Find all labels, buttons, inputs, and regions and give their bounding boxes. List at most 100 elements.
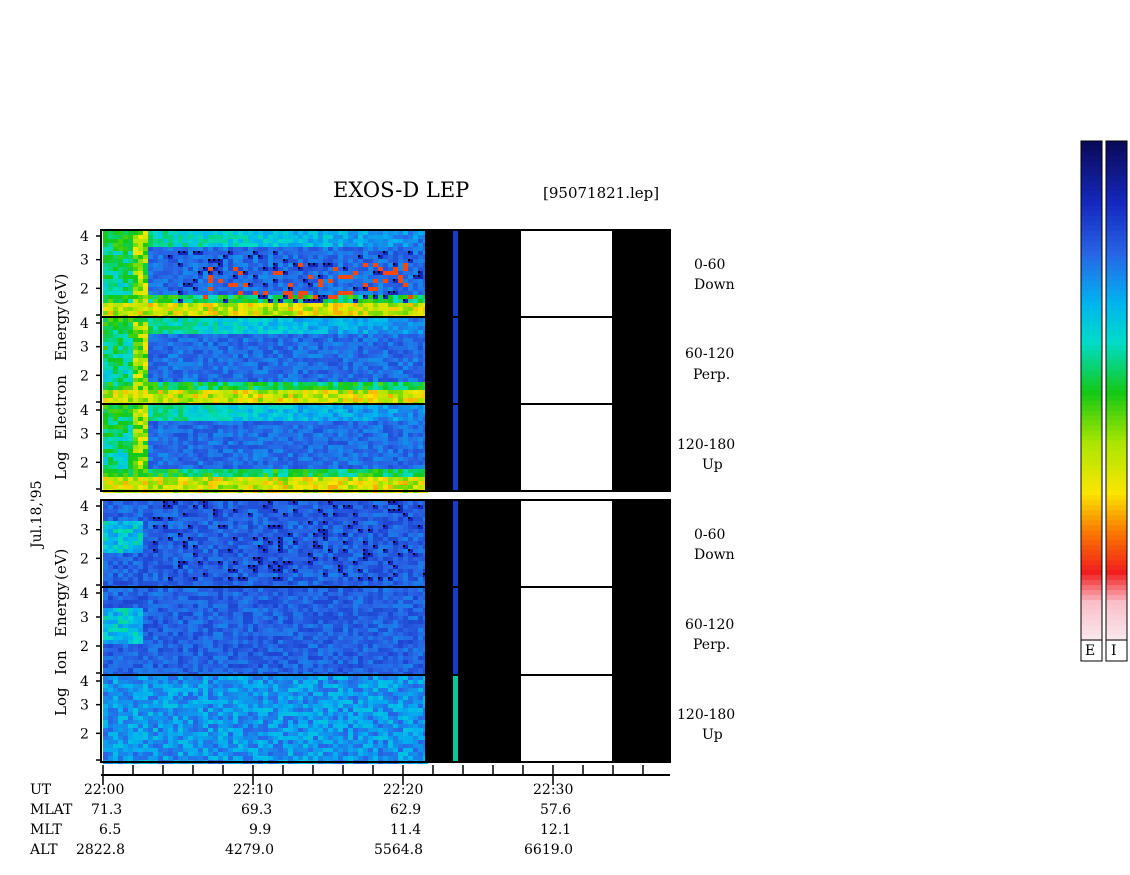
spectrogram-cell: [333, 255, 338, 259]
spectrogram-cell: [238, 421, 243, 425]
spectrogram-cell: [163, 441, 168, 445]
spectrogram-cell: [348, 413, 353, 417]
spectrogram-cell: [248, 477, 253, 481]
spectrogram-cell: [243, 569, 248, 573]
spectrogram-cell: [203, 473, 208, 477]
spectrogram-cell: [408, 311, 413, 315]
spectrogram-cell: [128, 247, 133, 251]
spectrogram-cell: [158, 537, 163, 541]
spectrogram-cell: [138, 573, 143, 577]
spectrogram-cell: [413, 287, 418, 291]
spectrogram-cell: [123, 275, 128, 279]
spectrogram-cell: [373, 346, 378, 350]
spectrogram-cell: [363, 382, 368, 386]
spectrogram-cell: [328, 283, 333, 287]
spectrogram-cell: [338, 405, 343, 409]
spectrogram-cell: [243, 390, 248, 394]
spectrogram-cell: [208, 231, 213, 235]
spectrogram-cell: [418, 239, 423, 243]
spectrogram-cell: [333, 358, 338, 362]
spectrogram-cell: [178, 501, 183, 505]
spectrogram-cell: [243, 378, 248, 382]
spectrogram-cell: [403, 303, 408, 307]
spectrogram-cell: [193, 413, 198, 417]
spectrogram-cell: [378, 390, 383, 394]
spectrogram-cell: [268, 251, 273, 255]
spectrogram-cell: [103, 501, 108, 505]
spectrogram-cell: [343, 338, 348, 342]
spectrogram-cell: [328, 350, 333, 354]
spectrogram-cell: [418, 453, 423, 457]
spectrogram-cell: [313, 378, 318, 382]
spectrogram-cell: [173, 405, 178, 409]
spectrogram-cell: [253, 485, 258, 489]
spectrogram-cell: [138, 565, 143, 569]
spectrogram-cell: [188, 279, 193, 283]
spectrogram-cell: [318, 255, 323, 259]
spectrogram-cell: [343, 299, 348, 303]
spectrogram-cell: [113, 307, 118, 311]
spectrogram-cell: [403, 425, 408, 429]
spectrogram-cell: [323, 330, 328, 334]
spectrogram-cell: [223, 338, 228, 342]
spectrogram-cell: [173, 417, 178, 421]
spectrogram-cell: [213, 429, 218, 433]
spectrogram-cell: [353, 394, 358, 398]
spectrogram-cell: [338, 374, 343, 378]
no-data-white: [521, 231, 612, 317]
spectrogram-cell: [263, 453, 268, 457]
spectrogram-cell: [248, 457, 253, 461]
spectrogram-cell: [418, 311, 423, 315]
speckle: [213, 267, 215, 269]
spectrogram-cell: [258, 517, 263, 521]
spectrogram-cell: [353, 461, 358, 465]
spectrogram-cell: [313, 457, 318, 461]
spectrogram-cell: [408, 433, 413, 437]
spectrogram-cell: [248, 338, 253, 342]
spectrogram-cell: [118, 275, 123, 279]
spectrogram-cell: [118, 334, 123, 338]
spectrogram-cell: [283, 481, 288, 485]
spectrogram-cell: [398, 279, 403, 283]
spectrogram-cell: [133, 437, 138, 441]
spectrogram-cell: [213, 322, 218, 326]
spectrogram-cell: [113, 565, 118, 569]
spectrogram-cell: [343, 366, 348, 370]
spectrogram-cell: [263, 405, 268, 409]
spectrogram-cell: [258, 437, 263, 441]
spectrogram-cell: [178, 350, 183, 354]
spectrogram-cell: [178, 271, 183, 275]
spectrogram-cell: [328, 445, 333, 449]
spectrogram-cell: [283, 366, 288, 370]
spectrogram-cell: [233, 295, 238, 299]
spectrogram-cell: [113, 445, 118, 449]
spectrogram-cell: [163, 318, 168, 322]
spectrogram-cell: [213, 374, 218, 378]
spectrogram-cell: [138, 433, 143, 437]
spectrogram-cell: [368, 279, 373, 283]
spectrogram-cell: [243, 573, 248, 577]
spectrogram-cell: [418, 370, 423, 374]
spectrogram-cell: [298, 362, 303, 366]
spectrogram-cell: [123, 287, 128, 291]
spectrogram-cell: [278, 417, 283, 421]
spectrogram-cell: [283, 307, 288, 311]
spectrogram-cell: [343, 283, 348, 287]
spectrogram-cell: [288, 425, 293, 429]
spectrogram-cell: [168, 338, 173, 342]
spectrogram-cell: [363, 449, 368, 453]
spectrogram-cell: [213, 565, 218, 569]
spectrogram-cell: [258, 473, 263, 477]
spectrogram-cell: [288, 465, 293, 469]
spectrogram-cell: [183, 485, 188, 489]
spectrogram-cell: [143, 346, 148, 350]
spectrogram-cell: [173, 533, 178, 537]
spectrogram-cell: [393, 457, 398, 461]
spectrogram-cell: [223, 303, 228, 307]
spectrogram-cell: [368, 283, 373, 287]
spectrogram-cell: [113, 417, 118, 421]
spectrogram-cell: [173, 553, 178, 557]
spectrogram-cell: [208, 390, 213, 394]
spectrogram-cell: [258, 457, 263, 461]
spectrogram-cell: [133, 557, 138, 561]
